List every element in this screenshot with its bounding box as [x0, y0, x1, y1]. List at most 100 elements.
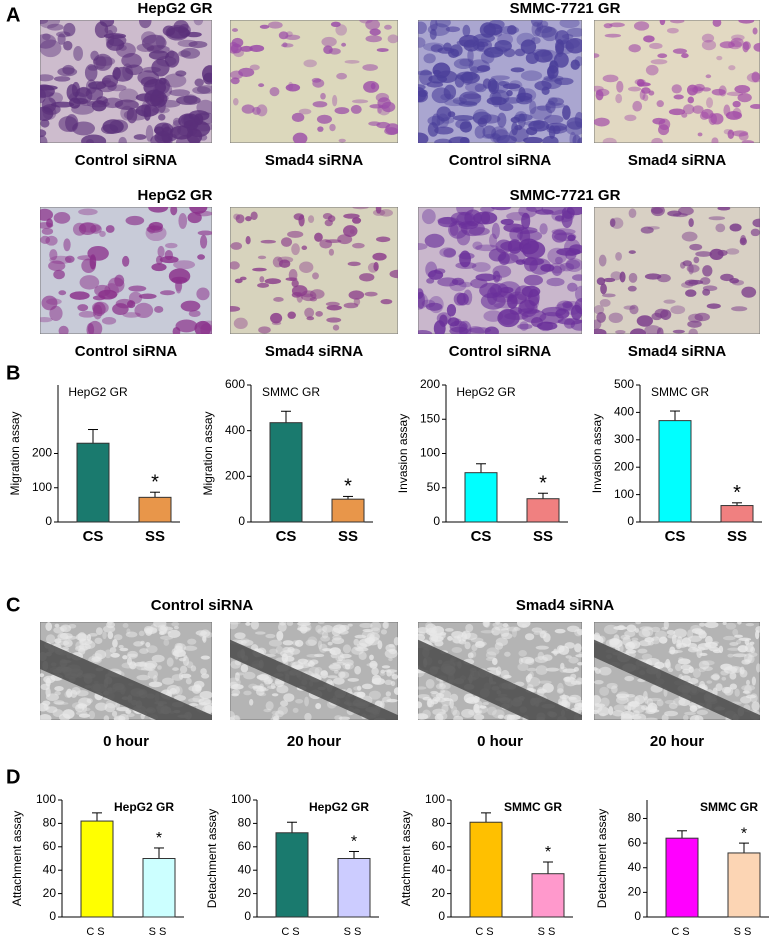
cell — [230, 261, 240, 270]
cell — [245, 216, 252, 222]
cell — [578, 652, 582, 656]
cell — [102, 119, 124, 134]
cell — [326, 675, 338, 679]
cell — [520, 656, 535, 664]
cell — [551, 209, 575, 223]
cell — [352, 207, 369, 210]
cell — [545, 100, 556, 114]
cell — [257, 255, 267, 260]
cell — [160, 290, 175, 296]
cell — [271, 713, 280, 720]
cell — [88, 710, 96, 720]
cell — [234, 672, 240, 682]
cell — [230, 681, 239, 690]
cell — [58, 713, 71, 720]
cell — [133, 134, 147, 140]
cell — [424, 233, 445, 248]
cell — [88, 632, 98, 637]
cell — [495, 622, 501, 625]
cell — [451, 277, 465, 286]
cell — [248, 683, 258, 689]
cell — [314, 232, 323, 242]
cell — [651, 312, 663, 321]
cell — [240, 639, 254, 646]
cell — [115, 701, 120, 709]
cell — [178, 50, 191, 58]
cell — [148, 681, 163, 688]
cell — [628, 272, 638, 283]
cell — [441, 697, 452, 707]
cell — [574, 285, 582, 303]
cell — [685, 289, 697, 297]
cell — [602, 74, 619, 83]
cell — [475, 710, 482, 715]
cell — [666, 630, 676, 635]
cell — [541, 306, 567, 317]
image-caption: Smad4 siRNA — [628, 152, 727, 169]
cell — [729, 642, 739, 646]
cell — [449, 279, 467, 292]
cell — [344, 663, 351, 670]
cell — [122, 622, 129, 628]
cell — [732, 130, 749, 137]
y-tick-label: 100 — [36, 792, 56, 806]
x-tick-label: SS — [727, 528, 747, 545]
cell — [388, 657, 393, 662]
cell — [113, 715, 126, 720]
cell — [517, 230, 543, 242]
cell — [681, 53, 689, 59]
cell — [640, 226, 654, 234]
cell — [600, 697, 610, 708]
y-tick-label: 200 — [420, 377, 440, 391]
cell — [544, 102, 566, 109]
cell — [735, 639, 742, 645]
cell — [342, 644, 352, 654]
cell — [104, 24, 118, 35]
cell — [371, 627, 381, 634]
cell — [347, 261, 361, 267]
cell — [254, 631, 266, 635]
cell — [564, 642, 575, 649]
cell — [189, 207, 208, 214]
cell — [570, 680, 582, 685]
cell — [534, 26, 557, 38]
cell — [40, 20, 49, 25]
cell — [556, 688, 564, 694]
cell — [269, 648, 278, 655]
cell — [641, 653, 653, 661]
image-caption: 20 hour — [650, 733, 704, 750]
cell — [616, 691, 630, 701]
cell — [282, 42, 288, 48]
bar — [720, 505, 754, 523]
cell — [430, 635, 444, 642]
cell — [751, 71, 760, 83]
cell — [53, 76, 71, 82]
cell — [732, 100, 741, 108]
cell — [514, 125, 523, 131]
cell — [109, 647, 117, 654]
cell — [732, 279, 744, 286]
cell — [191, 684, 202, 694]
bar — [658, 420, 692, 523]
cell — [418, 21, 427, 35]
cell — [304, 307, 315, 318]
cell — [482, 622, 490, 628]
cell — [296, 626, 311, 632]
cell — [157, 665, 162, 670]
cell — [651, 626, 661, 633]
cell — [375, 207, 382, 214]
cell — [555, 39, 565, 55]
cell — [275, 657, 287, 662]
cell — [175, 70, 187, 77]
bar — [142, 858, 176, 918]
y-tick-label: 0 — [438, 909, 445, 923]
cell — [350, 104, 362, 114]
cell — [157, 99, 181, 108]
cell — [705, 635, 713, 645]
cell — [187, 212, 202, 224]
cell — [249, 64, 260, 71]
cell — [521, 309, 547, 323]
y-tick-label: 40 — [628, 860, 642, 874]
y-tick-label: 100 — [231, 792, 251, 806]
cell — [297, 662, 311, 669]
